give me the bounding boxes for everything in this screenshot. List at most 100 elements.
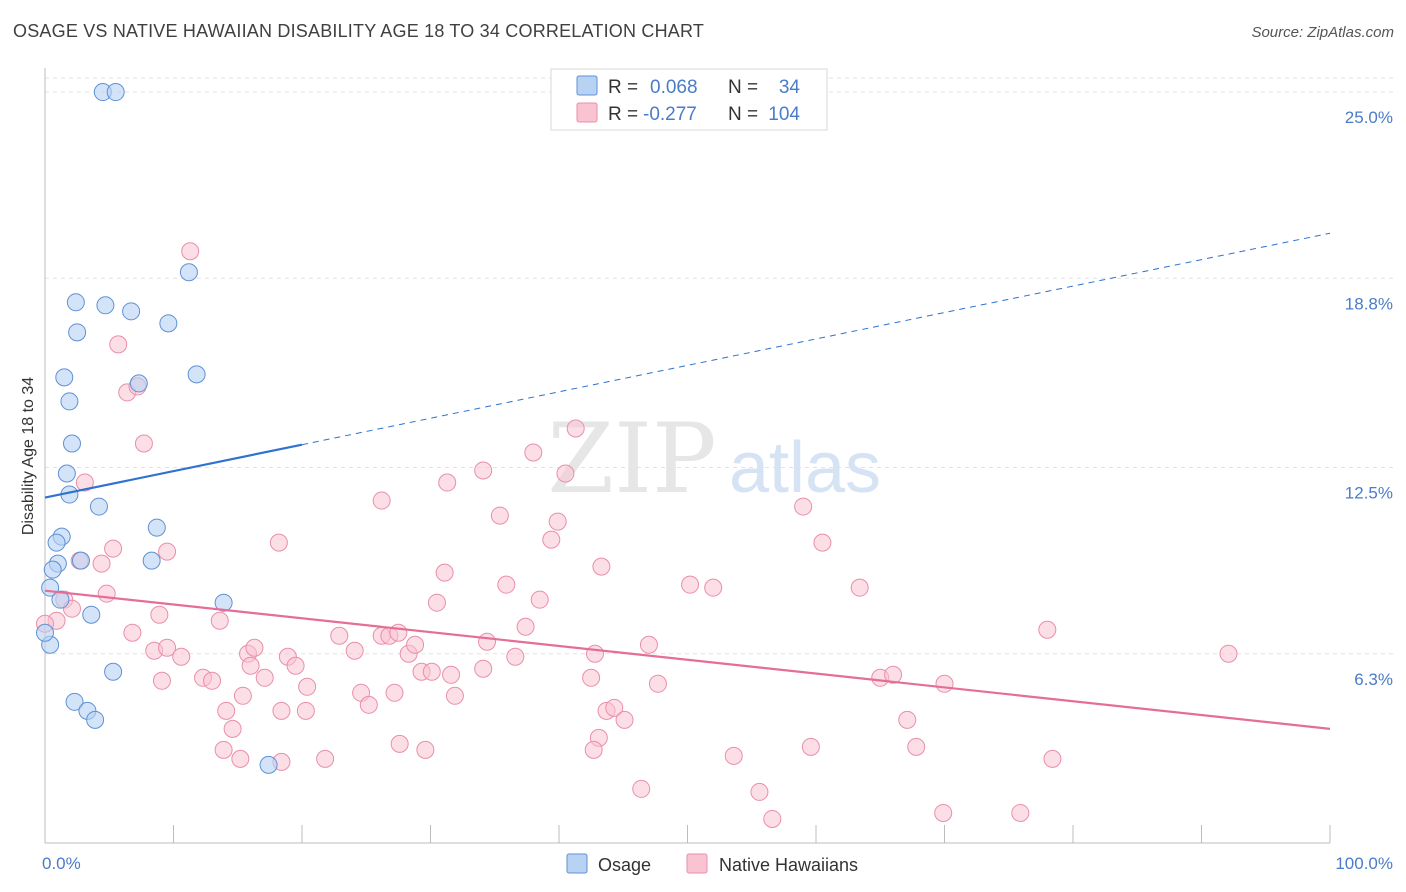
- hawaiian-point: [217, 701, 236, 720]
- hawaiian-point: [416, 740, 435, 759]
- hawaiian-point: [210, 611, 229, 630]
- hawaiian-point: [907, 737, 926, 756]
- hawaiian-trend-line: [44, 589, 1331, 730]
- hawaiian-point: [214, 740, 233, 759]
- hawaiian-point: [158, 638, 177, 657]
- osage-point: [187, 365, 206, 384]
- stats-legend: R = 0.068 N = 34 R = -0.277 N = 104: [550, 68, 828, 131]
- osage-point: [142, 551, 161, 570]
- hawaiian-point: [345, 641, 364, 660]
- hawaiian-point: [585, 644, 604, 663]
- hawaiian-point: [385, 683, 404, 702]
- stat-r-value-hawaiian: -0.277: [643, 104, 697, 125]
- bottom-legend: Osage Native Hawaiians: [566, 853, 858, 875]
- x-tick-label-start: 0.0%: [42, 854, 81, 873]
- hawaiian-point: [359, 695, 378, 714]
- x-tick-label-end: 100.0%: [1335, 854, 1393, 873]
- hawaiian-point: [615, 710, 634, 729]
- osage-point: [129, 374, 148, 393]
- hawaiian-point: [548, 512, 567, 531]
- hawaiian-point: [582, 668, 601, 687]
- hawaiian-point: [75, 473, 94, 492]
- hawaiian-point: [490, 506, 509, 525]
- stat-r-label-hawaiian: R =: [608, 104, 638, 125]
- osage-point: [104, 662, 123, 681]
- hawaiian-point: [438, 473, 457, 492]
- osage-point: [68, 323, 87, 342]
- hawaiian-point: [269, 533, 288, 552]
- stat-n-value-hawaiian: 104: [768, 104, 800, 125]
- hawaiian-point: [231, 749, 250, 768]
- hawaiian-point: [763, 809, 782, 828]
- hawaiian-point: [1038, 620, 1057, 639]
- hawaiian-point: [245, 638, 264, 657]
- hawaiian-point: [1011, 803, 1030, 822]
- osage-point: [159, 314, 178, 333]
- bottom-legend-swatch-osage: [566, 853, 588, 874]
- stat-r-value-osage: 0.068: [650, 77, 698, 98]
- osage-point: [51, 590, 70, 609]
- hawaiian-point: [372, 491, 391, 510]
- hawaiian-point: [296, 701, 315, 720]
- hawaiian-point: [584, 740, 603, 759]
- osage-point: [65, 692, 84, 711]
- hawaiian-point: [530, 590, 549, 609]
- hawaiian-point: [442, 665, 461, 684]
- hawaiian-point: [406, 635, 425, 654]
- osage-point: [82, 605, 101, 624]
- hawaiian-point: [935, 674, 954, 693]
- series-osage: [36, 83, 278, 774]
- hawaiian-point: [478, 632, 497, 651]
- hawaiian-point: [255, 668, 274, 687]
- hawaiian-point: [422, 662, 441, 681]
- osage-point: [259, 755, 278, 774]
- hawaiian-point: [724, 746, 743, 765]
- hawaiian-point: [850, 578, 869, 597]
- hawaiian-point: [648, 674, 667, 693]
- hawaiian-point: [566, 419, 585, 438]
- hawaiian-point: [233, 686, 252, 705]
- hawaiian-point: [298, 677, 317, 696]
- hawaiian-point: [134, 434, 153, 453]
- stat-n-value-osage: 34: [779, 77, 801, 98]
- stat-r-label-osage: R =: [608, 77, 638, 98]
- hawaiian-point: [181, 242, 200, 261]
- osage-point: [89, 497, 108, 516]
- hawaiian-point: [316, 749, 335, 768]
- hawaiian-point: [556, 464, 575, 483]
- osage-point: [36, 623, 54, 642]
- hawaiian-point: [152, 671, 171, 690]
- hawaiian-point: [813, 533, 832, 552]
- hawaiian-point: [681, 575, 700, 594]
- hawaiian-point: [445, 686, 464, 705]
- hawaiian-point: [750, 782, 769, 801]
- bottom-legend-label-hawaiian: Native Hawaiians: [719, 855, 858, 875]
- hawaiian-point: [123, 623, 142, 642]
- hawaiian-point: [1043, 749, 1062, 768]
- hawaiian-point: [172, 647, 191, 666]
- hawaiian-point: [389, 623, 408, 642]
- hawaiian-point: [884, 665, 903, 684]
- hawaiian-point: [1219, 644, 1238, 663]
- osage-point: [66, 293, 85, 312]
- hawaiian-point: [158, 542, 177, 561]
- tick-labels: 6.3% 12.5% 18.8% 25.0% 0.0% 100.0%: [42, 108, 1393, 873]
- osage-point: [147, 518, 166, 537]
- hawaiian-point: [704, 578, 723, 597]
- bottom-legend-swatch-hawaiian: [686, 853, 708, 874]
- osage-point: [106, 83, 125, 102]
- osage-trend-line-extrapolated: [301, 232, 1331, 446]
- hawaiian-point: [286, 656, 305, 675]
- grid-lines: [45, 77, 1393, 655]
- osage-point: [57, 464, 76, 483]
- osage-point: [55, 368, 74, 387]
- hawaiian-point: [330, 626, 349, 645]
- watermark-zip: ZIP: [547, 403, 716, 515]
- hawaiian-point: [474, 461, 493, 480]
- hawaiian-point: [605, 698, 624, 717]
- stat-n-label-hawaiian: N =: [728, 104, 758, 125]
- hawaiian-point: [524, 443, 543, 462]
- hawaiian-point: [474, 659, 493, 678]
- hawaiian-point: [497, 575, 516, 594]
